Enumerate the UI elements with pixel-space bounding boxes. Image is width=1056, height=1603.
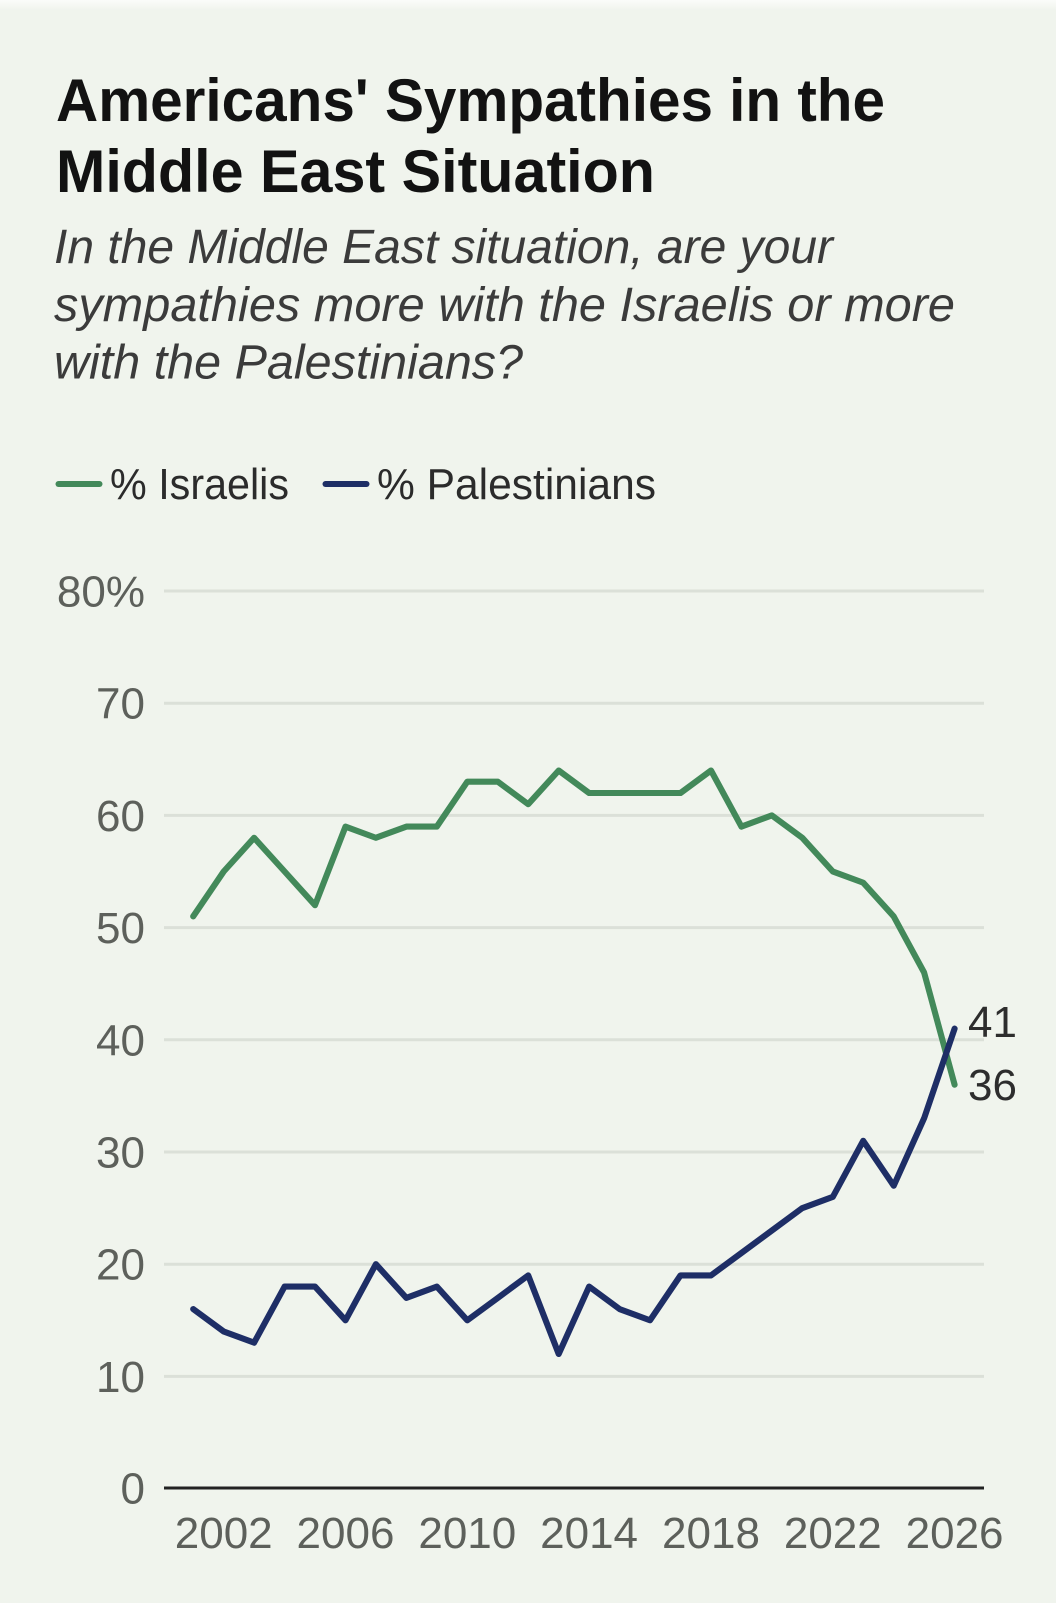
svg-text:30: 30 bbox=[96, 1129, 145, 1178]
svg-text:0: 0 bbox=[121, 1465, 145, 1514]
svg-text:20: 20 bbox=[96, 1241, 145, 1290]
svg-text:10: 10 bbox=[96, 1353, 145, 1402]
svg-text:36: 36 bbox=[968, 1061, 1017, 1110]
svg-text:40: 40 bbox=[96, 1016, 145, 1065]
svg-text:sympathies more with the Israe: sympathies more with the Israelis or mor… bbox=[54, 279, 955, 332]
svg-text:% Israelis: % Israelis bbox=[110, 460, 289, 509]
svg-text:41: 41 bbox=[968, 998, 1017, 1047]
svg-text:70: 70 bbox=[96, 680, 145, 729]
svg-text:Middle East Situation: Middle East Situation bbox=[56, 138, 655, 205]
svg-text:50: 50 bbox=[96, 904, 145, 953]
svg-text:2022: 2022 bbox=[784, 1509, 882, 1558]
svg-text:60: 60 bbox=[96, 792, 145, 841]
svg-text:2014: 2014 bbox=[540, 1509, 638, 1558]
svg-text:2018: 2018 bbox=[662, 1509, 760, 1558]
svg-text:Americans' Sympathies in the: Americans' Sympathies in the bbox=[56, 67, 885, 134]
svg-text:2010: 2010 bbox=[418, 1509, 516, 1558]
svg-text:80%: 80% bbox=[57, 568, 145, 617]
svg-text:In the Middle East situation,: In the Middle East situation, are your bbox=[54, 221, 835, 274]
svg-text:% Palestinians: % Palestinians bbox=[377, 460, 656, 509]
svg-text:with the Palestinians?: with the Palestinians? bbox=[54, 337, 523, 390]
svg-text:2002: 2002 bbox=[175, 1509, 273, 1558]
svg-text:2006: 2006 bbox=[297, 1509, 395, 1558]
svg-text:2026: 2026 bbox=[906, 1509, 1004, 1558]
